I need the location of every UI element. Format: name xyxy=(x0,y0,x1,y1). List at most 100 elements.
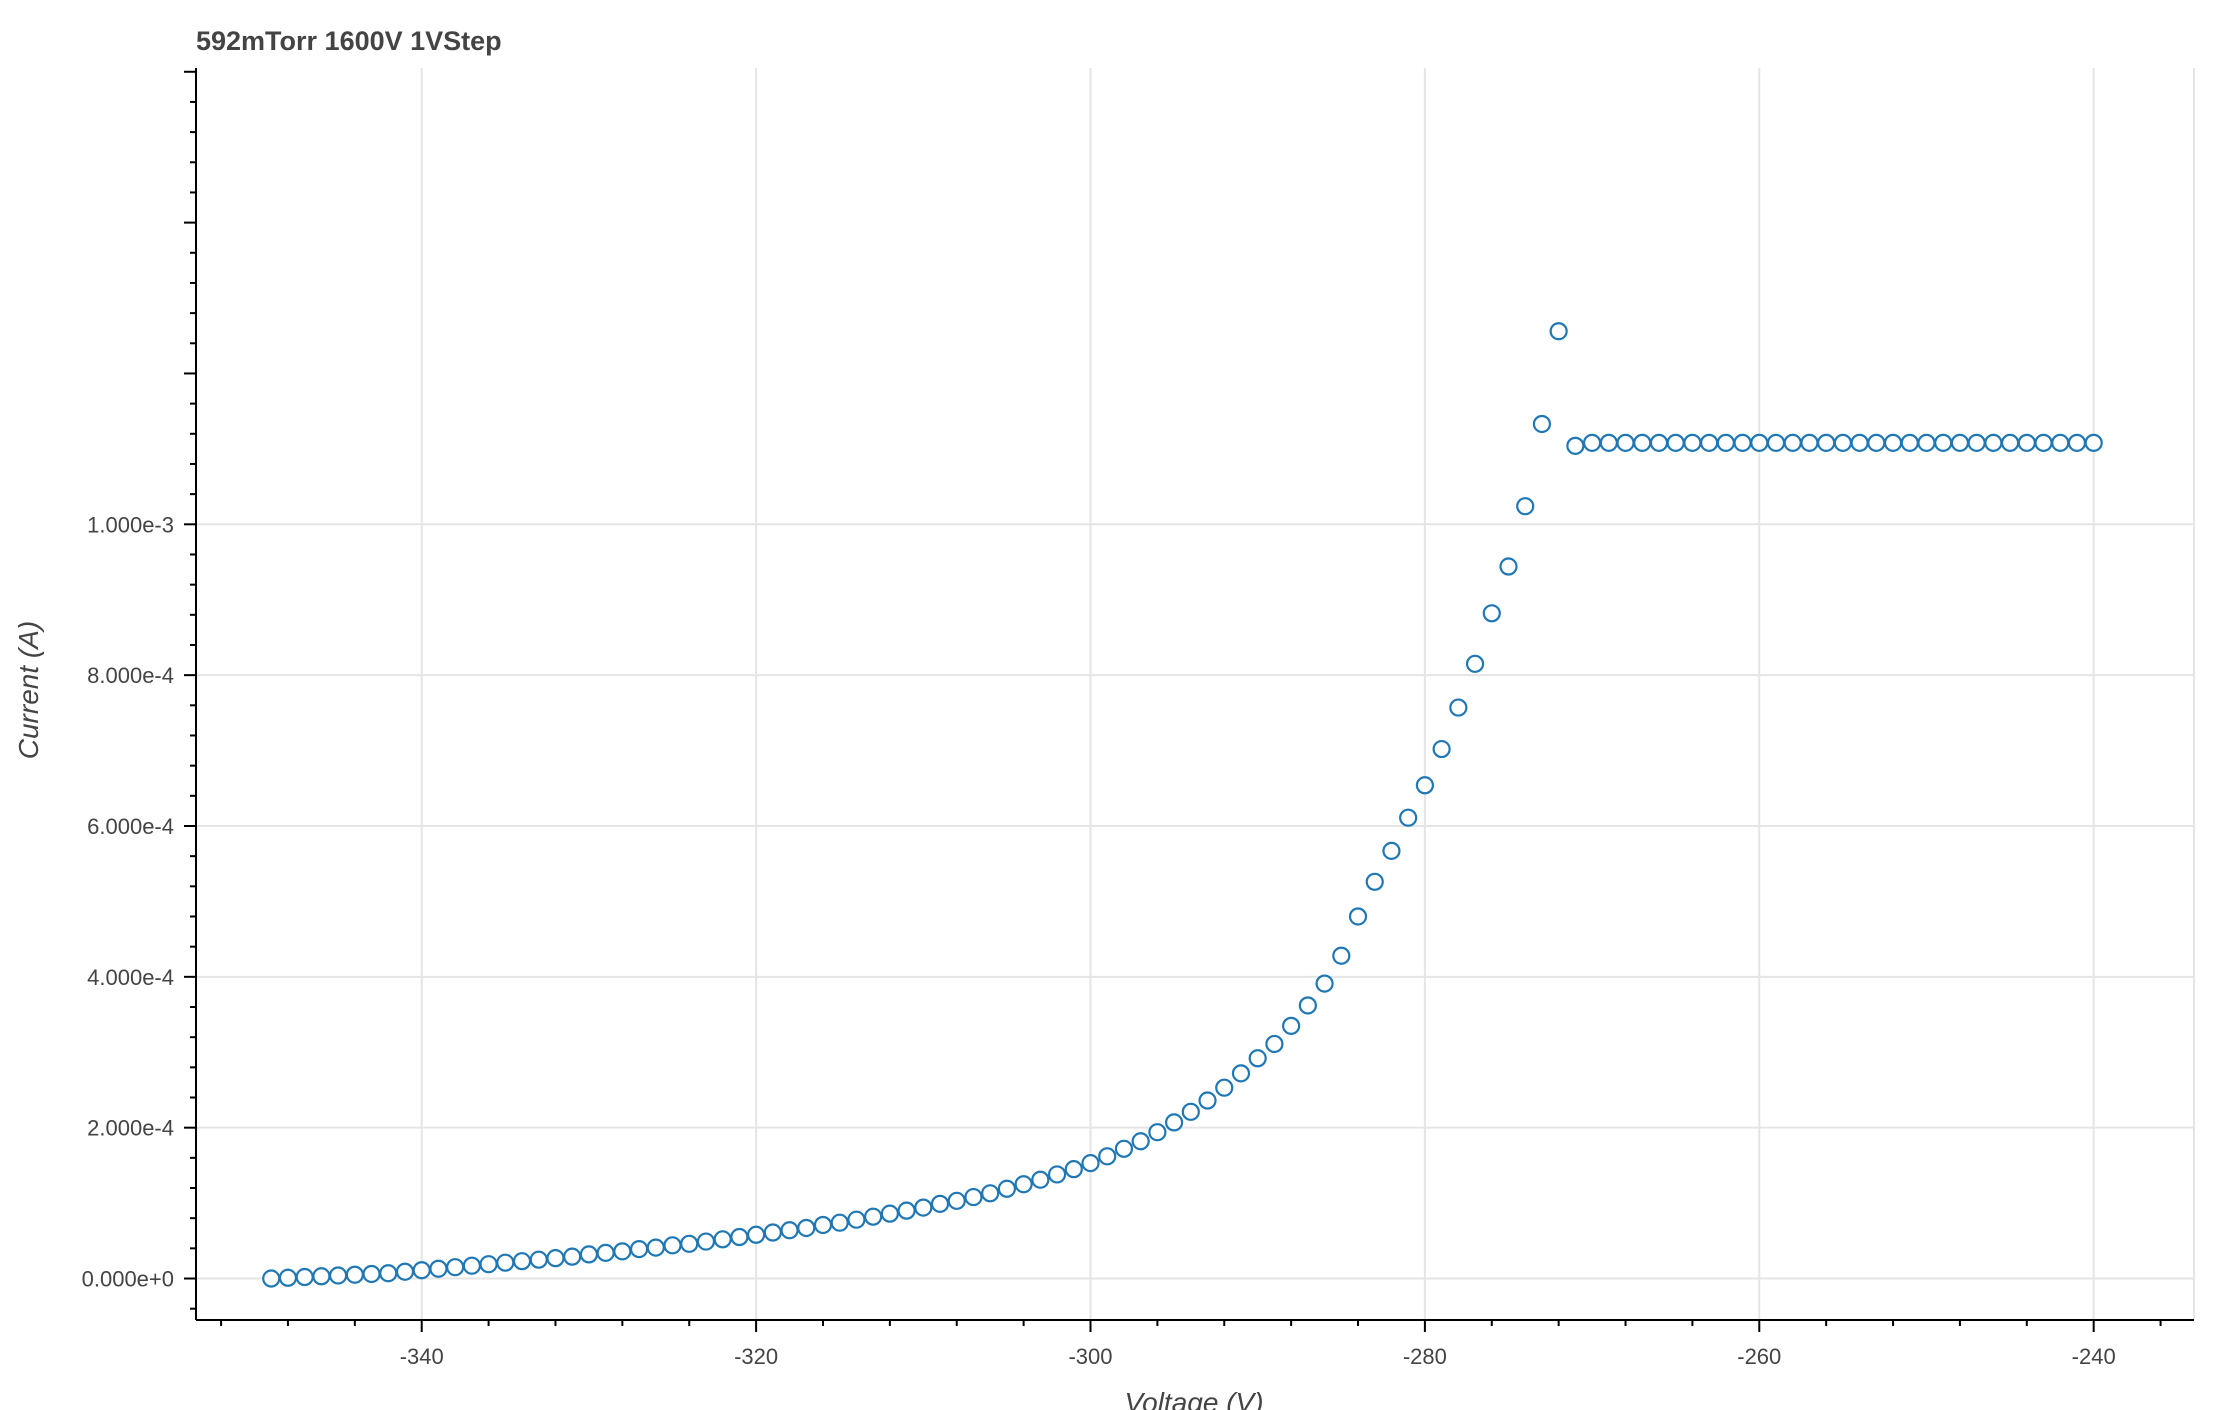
data-point xyxy=(479,1255,498,1274)
data-point xyxy=(1399,808,1418,827)
data-point xyxy=(2017,433,2036,452)
data-point xyxy=(1365,872,1384,891)
data-point xyxy=(529,1250,548,1269)
data-point xyxy=(897,1201,916,1220)
data-point xyxy=(730,1227,749,1247)
data-point xyxy=(864,1207,883,1226)
data-point xyxy=(1181,1102,1200,1121)
data-point xyxy=(596,1243,615,1262)
y-tick-label: 0.000e+0 xyxy=(82,1267,174,1292)
data-point xyxy=(1198,1091,1217,1110)
data-point xyxy=(747,1225,766,1244)
data-point xyxy=(1599,433,1618,452)
data-point xyxy=(629,1240,649,1259)
data-point xyxy=(1766,433,1786,452)
data-point xyxy=(1633,433,1652,452)
data-point xyxy=(2000,433,2020,452)
data-point xyxy=(1131,1132,1150,1151)
data-point xyxy=(1616,433,1635,452)
data-point xyxy=(2034,433,2053,452)
data-point xyxy=(1014,1175,1033,1194)
data-point xyxy=(1783,433,1802,452)
data-point xyxy=(1499,557,1518,576)
data-point xyxy=(1332,946,1351,965)
data-point xyxy=(1934,433,1953,452)
data-point xyxy=(997,1179,1017,1198)
data-point xyxy=(1382,841,1401,860)
data-point xyxy=(579,1245,599,1264)
data-point xyxy=(295,1267,314,1287)
x-tick-label: -240 xyxy=(2072,1344,2116,1369)
data-point xyxy=(1415,776,1434,795)
data-point xyxy=(1867,433,1886,452)
data-point xyxy=(446,1258,465,1277)
data-point xyxy=(1666,433,1685,452)
data-point xyxy=(563,1247,582,1266)
data-point xyxy=(763,1223,782,1242)
data-point xyxy=(1566,436,1585,455)
data-point xyxy=(1348,907,1368,926)
data-point xyxy=(1031,1170,1050,1189)
data-point xyxy=(262,1269,281,1288)
y-tick-label: 4.000e-4 xyxy=(87,965,174,990)
y-tick-label: 8.000e-4 xyxy=(87,663,174,688)
data-point xyxy=(1750,433,1769,452)
data-point xyxy=(663,1236,682,1255)
data-point xyxy=(947,1191,966,1210)
data-point xyxy=(1549,322,1568,341)
data-point xyxy=(1883,433,1903,452)
data-point xyxy=(847,1210,866,1229)
data-point xyxy=(1098,1147,1117,1166)
data-point xyxy=(1315,974,1334,993)
data-point xyxy=(1800,433,1819,452)
data-point xyxy=(880,1204,899,1223)
y-axis-label: Current (A) xyxy=(13,621,44,759)
data-point xyxy=(345,1265,364,1284)
data-point xyxy=(914,1198,933,1217)
data-point xyxy=(395,1262,415,1281)
data-point xyxy=(713,1230,732,1249)
data-point xyxy=(379,1264,398,1283)
data-point xyxy=(1114,1139,1134,1158)
data-point xyxy=(797,1218,816,1238)
grid-lines xyxy=(196,68,2195,1320)
data-point xyxy=(2051,433,2070,452)
data-point xyxy=(2084,433,2103,452)
data-point xyxy=(329,1266,348,1285)
data-point xyxy=(780,1221,799,1240)
data-point xyxy=(312,1267,331,1286)
y-tick-labels: 0.000e+0 2.000e-4 4.000e-4 6.000e-4 8.000e-4… xyxy=(82,512,174,1291)
y-tick-label: 6.000e-4 xyxy=(87,814,174,839)
data-point xyxy=(429,1259,448,1278)
data-point xyxy=(1282,1016,1301,1035)
data-point xyxy=(1432,739,1451,759)
data-point xyxy=(1950,433,1970,452)
data-points xyxy=(262,322,2103,1288)
data-point xyxy=(2067,433,2087,452)
y-tick-label: 1.000e-3 xyxy=(87,512,174,537)
data-point xyxy=(1900,433,1919,452)
data-point xyxy=(1716,433,1735,452)
data-point xyxy=(412,1261,431,1280)
data-point xyxy=(1298,996,1317,1015)
data-point xyxy=(1064,1160,1083,1179)
data-point xyxy=(1532,414,1552,434)
data-point xyxy=(462,1256,481,1275)
data-point xyxy=(1516,497,1535,516)
x-tick-labels: -340 -320 -300 -280 -260 -240 xyxy=(400,1344,2116,1369)
data-point xyxy=(1700,433,1719,452)
data-point xyxy=(546,1249,565,1268)
data-point xyxy=(1967,433,1986,452)
chart-title: 592mTorr 1600V 1VStep xyxy=(196,26,502,56)
data-point xyxy=(1231,1064,1251,1083)
data-point xyxy=(1047,1165,1067,1184)
data-point xyxy=(1265,1034,1284,1054)
data-point xyxy=(981,1184,1000,1203)
x-tick-label: -280 xyxy=(1403,1344,1447,1369)
x-tick-label: -300 xyxy=(1068,1344,1112,1369)
data-point xyxy=(1850,433,1869,452)
data-point xyxy=(696,1232,716,1251)
data-point xyxy=(362,1264,381,1284)
data-point xyxy=(1649,433,1669,452)
axes xyxy=(184,68,2194,1332)
